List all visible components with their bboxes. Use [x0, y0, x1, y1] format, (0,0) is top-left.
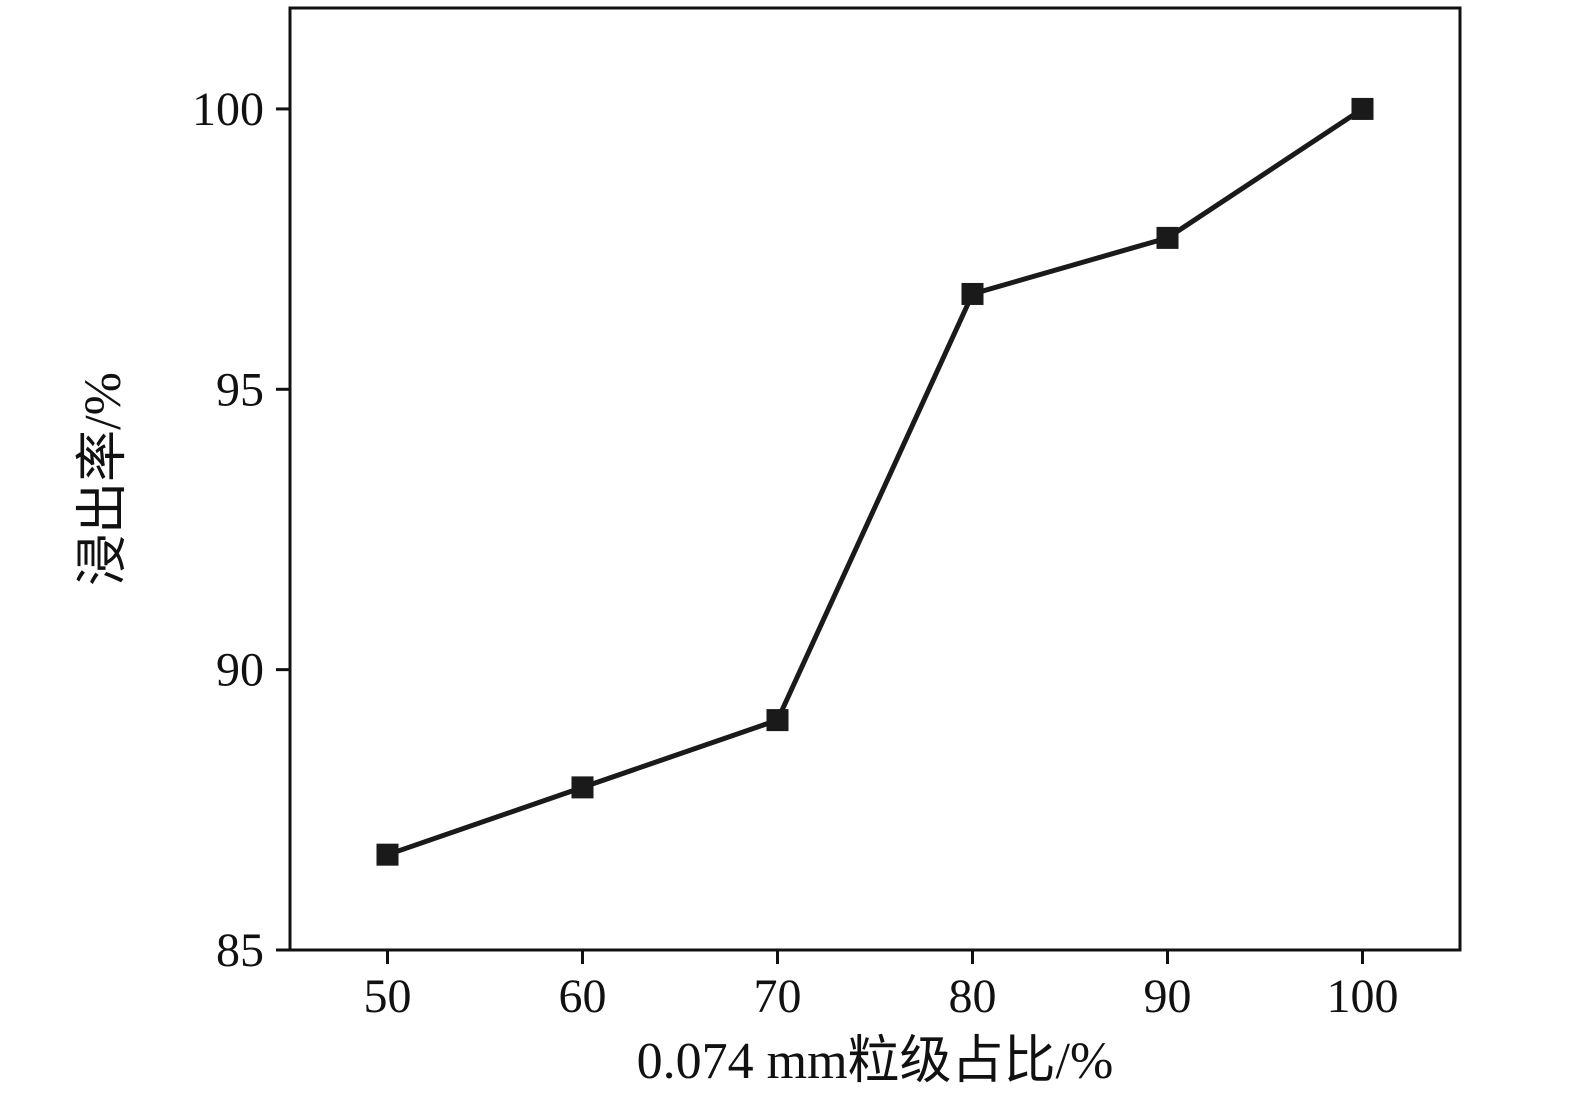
- data-point-marker: [571, 776, 594, 799]
- y-axis-title: 浸出率/%: [75, 372, 132, 586]
- x-tick-label: 90: [1144, 970, 1192, 1023]
- x-tick-label: 70: [754, 970, 802, 1023]
- data-point-marker: [1351, 97, 1374, 120]
- data-point-marker: [1156, 226, 1179, 249]
- x-tick-label: 50: [364, 970, 412, 1023]
- x-tick-label: 100: [1327, 970, 1399, 1023]
- y-axis-ticks: 85 90 95 100: [192, 83, 290, 977]
- plot-border: [288, 6, 1462, 952]
- y-tick-label: 95: [216, 363, 264, 416]
- series-line: [386, 106, 1364, 858]
- data-point-marker: [376, 843, 399, 866]
- x-tick-label: 80: [949, 970, 997, 1023]
- data-point-marker: [961, 282, 984, 305]
- x-axis-title: 0.074 mm粒级占比/%: [637, 1033, 1114, 1090]
- data-point-marker: [766, 709, 789, 732]
- x-axis-ticks: 50 60 70 80 90 100: [364, 950, 1399, 1023]
- y-tick-label: 100: [192, 83, 264, 136]
- data-series: [376, 97, 1374, 866]
- y-tick-label: 85: [216, 924, 264, 977]
- y-tick-label: 90: [216, 644, 264, 697]
- x-tick-label: 60: [559, 970, 607, 1023]
